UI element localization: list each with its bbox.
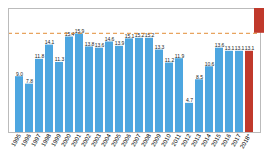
svg-text:2010: 2010 [160, 133, 172, 148]
svg-text:2002: 2002 [80, 133, 92, 148]
svg-text:7.8: 7.8 [26, 78, 33, 84]
svg-text:2005: 2005 [110, 133, 122, 148]
svg-text:2016: 2016 [220, 133, 232, 148]
html-text:15.2 15.2: 15.2 15.2 [134, 32, 155, 39]
svg-text:2011: 2011 [170, 133, 182, 148]
svg-text:2009: 2009 [150, 133, 162, 148]
svg-text:11.9: 11.9 [175, 53, 185, 59]
svg-text:1999: 1999 [50, 133, 62, 148]
svg-text:14.1: 14.1 [45, 39, 55, 45]
svg-text:2013: 2013 [190, 133, 202, 148]
svg-text:13.3: 13.3 [155, 44, 165, 50]
svg-text:1996: 1996 [20, 133, 32, 148]
svg-text:1997: 1997 [30, 133, 42, 148]
svg-text:13.9: 13.9 [115, 40, 125, 46]
svg-text:13.1: 13.1 [225, 45, 235, 51]
svg-text:2018*: 2018* [239, 132, 252, 149]
svg-text:2014: 2014 [200, 133, 212, 148]
svg-text:2015: 2015 [210, 133, 222, 148]
svg-text:2007: 2007 [130, 133, 142, 148]
svg-text:8.5: 8.5 [196, 74, 203, 80]
svg-text:2003: 2003 [90, 133, 102, 148]
svg-text:2001: 2001 [70, 133, 82, 148]
svg-text:13.6: 13.6 [95, 42, 105, 48]
svg-text:9.0: 9.0 [16, 71, 23, 77]
svg-text:15.4: 15.4 [65, 31, 75, 37]
svg-text:13.1: 13.1 [245, 45, 255, 51]
svg-text:2017: 2017 [230, 133, 242, 148]
svg-text:2006: 2006 [120, 133, 132, 148]
svg-text:2012: 2012 [180, 133, 192, 148]
svg-text:11.3: 11.3 [55, 56, 65, 62]
svg-text:11.8: 11.8 [35, 53, 45, 59]
svg-text:13.8: 13.8 [85, 41, 95, 47]
svg-text:2004: 2004 [100, 133, 112, 148]
svg-text:4.7: 4.7 [186, 97, 193, 103]
svg-text:11.2: 11.2 [165, 57, 175, 63]
svg-text:1998: 1998 [40, 133, 52, 148]
svg-text:15.9: 15.9 [74, 27, 85, 34]
svg-text:2008: 2008 [140, 133, 152, 148]
svg-text:1995: 1995 [10, 133, 22, 148]
svg-text:13.1: 13.1 [235, 45, 245, 51]
svg-text:10.6: 10.6 [205, 61, 215, 67]
svg-text:15.1: 15.1 [125, 33, 135, 39]
svg-text:14.6: 14.6 [105, 36, 115, 42]
svg-text:13.6: 13.6 [215, 42, 225, 48]
svg-text:2000: 2000 [60, 133, 72, 148]
